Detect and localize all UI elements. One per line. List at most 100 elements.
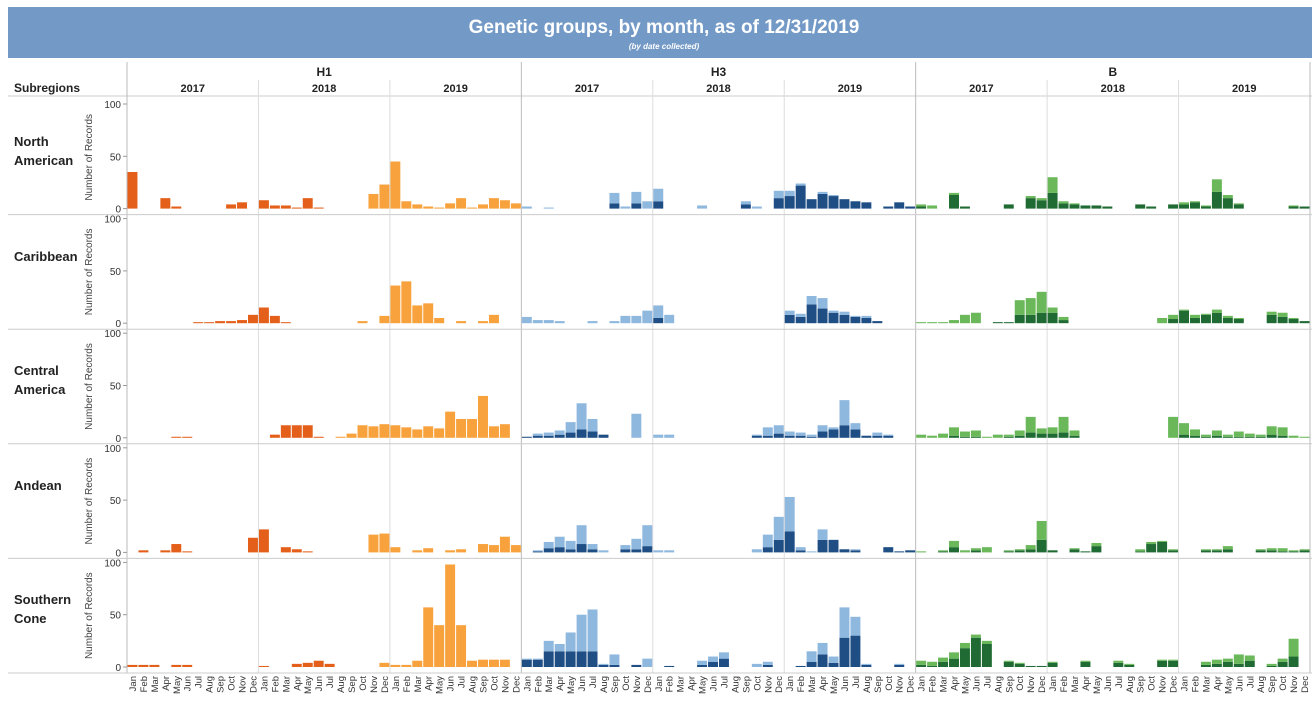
bar	[850, 616, 861, 636]
bar	[565, 422, 576, 433]
bar	[280, 425, 291, 438]
bar	[1036, 198, 1047, 201]
bar	[1255, 434, 1266, 437]
bar	[368, 534, 379, 553]
bar	[1244, 655, 1255, 661]
x-tick-label: Jun	[446, 676, 457, 691]
x-tick-label: Sep	[478, 676, 489, 693]
bar	[478, 544, 488, 553]
bar	[1014, 314, 1025, 324]
x-tick-label: Jan	[391, 676, 402, 691]
bar	[1222, 434, 1233, 437]
bar	[1299, 321, 1310, 324]
bar	[1036, 200, 1047, 209]
x-tick-label: Apr	[161, 676, 172, 691]
x-tick-label: Oct	[1147, 676, 1158, 691]
bar	[916, 322, 927, 324]
bar	[959, 550, 970, 553]
row-label: Southern Cone	[14, 592, 72, 627]
bar	[1124, 664, 1135, 667]
bar	[751, 663, 762, 667]
header-band	[8, 7, 1312, 58]
bar	[478, 395, 488, 438]
bar	[313, 436, 324, 438]
x-tick-label: Oct	[884, 676, 895, 691]
x-tick-label: Aug	[1125, 676, 1136, 693]
bar	[1014, 663, 1025, 667]
year-label: 2017	[575, 83, 599, 95]
bar	[543, 432, 554, 436]
bar	[609, 192, 620, 204]
bar	[423, 303, 434, 324]
bar	[598, 550, 609, 553]
x-tick-label: Mar	[150, 676, 161, 692]
bar	[127, 664, 138, 667]
bar	[1047, 307, 1058, 313]
year-label: 2019	[443, 83, 467, 95]
bar	[215, 321, 226, 324]
bar	[258, 529, 269, 553]
x-tick-label: Oct	[358, 676, 369, 691]
bar	[1299, 549, 1310, 551]
x-tick-label: Feb	[533, 676, 544, 692]
bar	[1266, 548, 1277, 551]
bar	[959, 314, 970, 324]
bar	[653, 305, 664, 318]
bar	[587, 609, 598, 652]
bar	[795, 316, 806, 324]
bar	[543, 541, 554, 549]
bar	[510, 203, 521, 209]
bar	[664, 665, 675, 667]
bar	[1277, 435, 1288, 438]
x-tick-label: Aug	[993, 676, 1004, 693]
bar	[806, 434, 817, 437]
y-tick-label: 50	[110, 611, 122, 622]
bar	[916, 434, 927, 438]
bar	[740, 201, 751, 205]
x-tick-label: Dec	[511, 676, 522, 693]
bar	[1288, 435, 1299, 438]
bar	[1168, 659, 1179, 661]
x-tick-label: Feb	[270, 676, 281, 692]
bar	[543, 651, 554, 667]
bar	[456, 418, 467, 438]
bar	[1233, 204, 1244, 209]
bar	[302, 662, 313, 667]
bar	[828, 312, 839, 324]
x-tick-label: Nov	[632, 676, 643, 693]
x-tick-label: Nov	[500, 676, 511, 693]
bar	[587, 549, 598, 553]
bar	[543, 435, 554, 438]
bar	[1233, 663, 1244, 667]
row-header: Subregions	[14, 81, 80, 95]
bar	[938, 661, 949, 667]
bar	[1233, 203, 1244, 205]
bar	[949, 547, 959, 553]
bar	[959, 648, 970, 667]
x-tick-label: Feb	[402, 676, 413, 692]
x-tick-label: Apr	[424, 676, 435, 691]
bar	[1277, 551, 1288, 553]
x-tick-label: Jan	[917, 676, 928, 691]
bar	[697, 205, 708, 209]
chart-title: Genetic groups, by month, as of 12/31/20…	[469, 17, 860, 38]
bar	[1025, 665, 1036, 667]
bar	[1003, 550, 1014, 552]
bar	[280, 322, 291, 324]
bar	[499, 536, 510, 553]
y-axis-label: Number of Records	[84, 572, 95, 659]
x-tick-label: Nov	[1026, 676, 1037, 693]
bar	[269, 434, 280, 438]
bar	[160, 198, 171, 209]
bar	[1200, 434, 1211, 437]
bar	[193, 322, 204, 324]
bar	[773, 516, 784, 540]
bar	[916, 551, 927, 553]
x-tick-label: Jul	[719, 676, 730, 688]
bar	[1211, 430, 1222, 436]
bar	[1003, 434, 1014, 437]
x-tick-label: Jan	[1048, 676, 1059, 691]
bar	[1299, 436, 1310, 438]
bar	[784, 196, 795, 209]
bar	[795, 435, 806, 438]
